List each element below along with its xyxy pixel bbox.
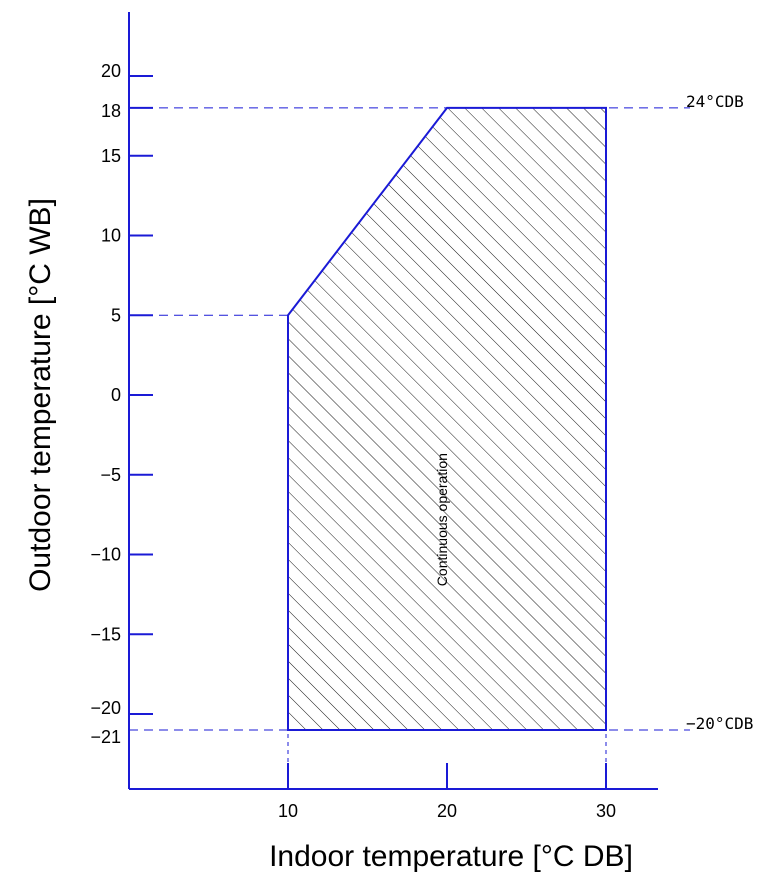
y-tick-label: −5 bbox=[100, 465, 121, 485]
y-tick-label: −20 bbox=[90, 698, 121, 718]
y-tick-label: 5 bbox=[111, 305, 121, 325]
y-tick-label: 10 bbox=[101, 226, 121, 246]
y-tick-label: 15 bbox=[101, 146, 121, 166]
x-tick-label: 10 bbox=[278, 801, 298, 821]
y-tick-label: −21 bbox=[90, 727, 121, 747]
limit-label: −20°CDB bbox=[686, 714, 753, 733]
y-tick-label: −10 bbox=[90, 545, 121, 565]
limit-label: 24°CDB bbox=[686, 92, 744, 111]
y-tick-label: −15 bbox=[90, 624, 121, 644]
x-tick-label: 20 bbox=[437, 801, 457, 821]
x-tick-label: 30 bbox=[596, 801, 616, 821]
y-axis-title: Outdoor temperature [°C WB] bbox=[24, 198, 57, 592]
x-axis-title: Indoor temperature [°C DB] bbox=[269, 840, 633, 873]
y-tick-label: 20 bbox=[101, 61, 121, 81]
y-tick-label: 0 bbox=[111, 385, 121, 405]
region-hatch bbox=[288, 107, 606, 730]
region-label: Continuous operation bbox=[434, 453, 450, 586]
y-tick-label: 18 bbox=[101, 101, 121, 121]
region-outline bbox=[287, 106, 607, 731]
